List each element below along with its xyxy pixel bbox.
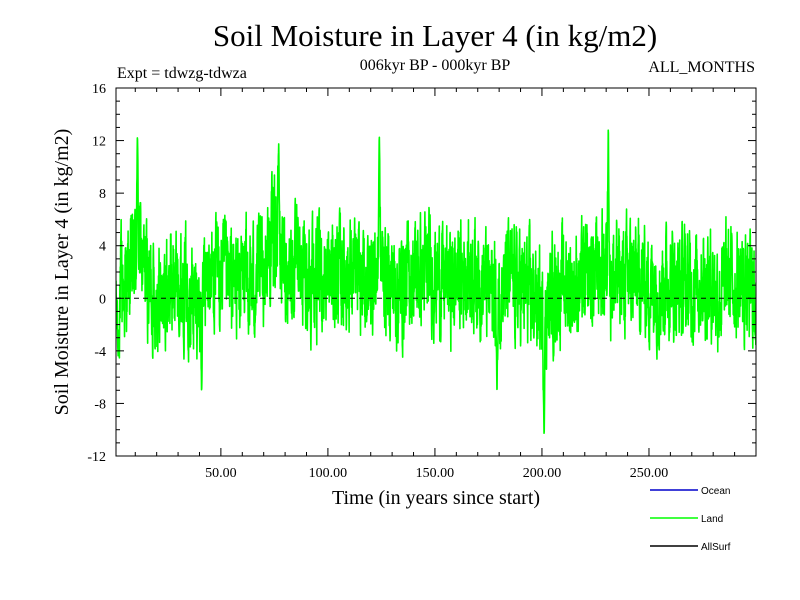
chart-title: Soil Moisture in Layer 4 (in kg/m2) [213,18,657,53]
y-tick-label: 0 [99,292,106,307]
y-tick-label: -4 [94,345,106,360]
legend-label-land: Land [701,514,723,525]
y-tick-label: 12 [92,135,106,150]
series-land-line [116,129,756,435]
x-tick-label: 150.00 [416,466,455,481]
x-tick-label: 200.00 [523,466,562,481]
y-tick-label: -12 [87,450,106,465]
y-tick-label: 16 [92,82,106,97]
legend-label-allsurf: AllSurf [701,542,731,553]
y-tick-label: 4 [99,240,106,255]
chart-subtitle-left: Expt = tdwzg-tdwza [117,65,247,82]
chart-subtitle-center: 006kyr BP - 000kyr BP [360,57,511,74]
chart-subtitle-right: ALL_MONTHS [648,59,755,76]
x-tick-label: 100.00 [309,466,348,481]
y-tick-label: 8 [99,187,106,202]
x-axis-label: Time (in years since start) [332,487,540,509]
y-axis-label: Soil Moisture in Layer 4 (in kg/m2) [51,129,73,416]
x-tick-label: 250.00 [630,466,669,481]
x-tick-label: 50.00 [205,466,237,481]
legend-label-ocean: Ocean [701,486,730,497]
y-tick-label: -8 [94,397,106,412]
legend: Ocean Land AllSurf [650,486,731,553]
